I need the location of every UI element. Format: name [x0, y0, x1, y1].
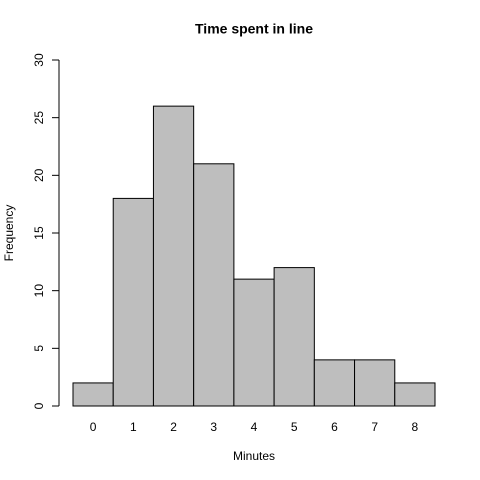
chart-title: Time spent in line	[195, 21, 313, 37]
bar	[354, 359, 396, 407]
bar	[72, 382, 114, 407]
y-tick-label: 0	[32, 402, 46, 409]
bar	[152, 105, 195, 407]
x-tick-label: 2	[170, 420, 177, 434]
x-tick-label: 3	[210, 420, 217, 434]
bar	[313, 359, 356, 407]
bar	[233, 278, 275, 407]
y-tick-label: 20	[32, 168, 46, 182]
x-tick-label: 5	[291, 420, 298, 434]
bar	[273, 267, 315, 407]
y-tick-label: 25	[32, 111, 46, 125]
x-tick-label: 6	[331, 420, 338, 434]
bar	[193, 163, 235, 407]
bar	[112, 197, 154, 407]
y-axis-label: Frequency	[2, 205, 16, 262]
y-tick-label: 5	[32, 345, 46, 352]
x-tick-label: 7	[371, 420, 378, 434]
y-tick-label: 15	[32, 226, 46, 240]
y-tick-label: 10	[32, 284, 46, 298]
x-tick-label: 4	[251, 420, 258, 434]
x-tick-label: 0	[90, 420, 97, 434]
bar	[394, 382, 436, 407]
y-tick-label: 30	[32, 53, 46, 67]
x-tick-label: 8	[412, 420, 419, 434]
x-tick-label: 1	[130, 420, 137, 434]
x-axis-label: Minutes	[233, 449, 275, 463]
